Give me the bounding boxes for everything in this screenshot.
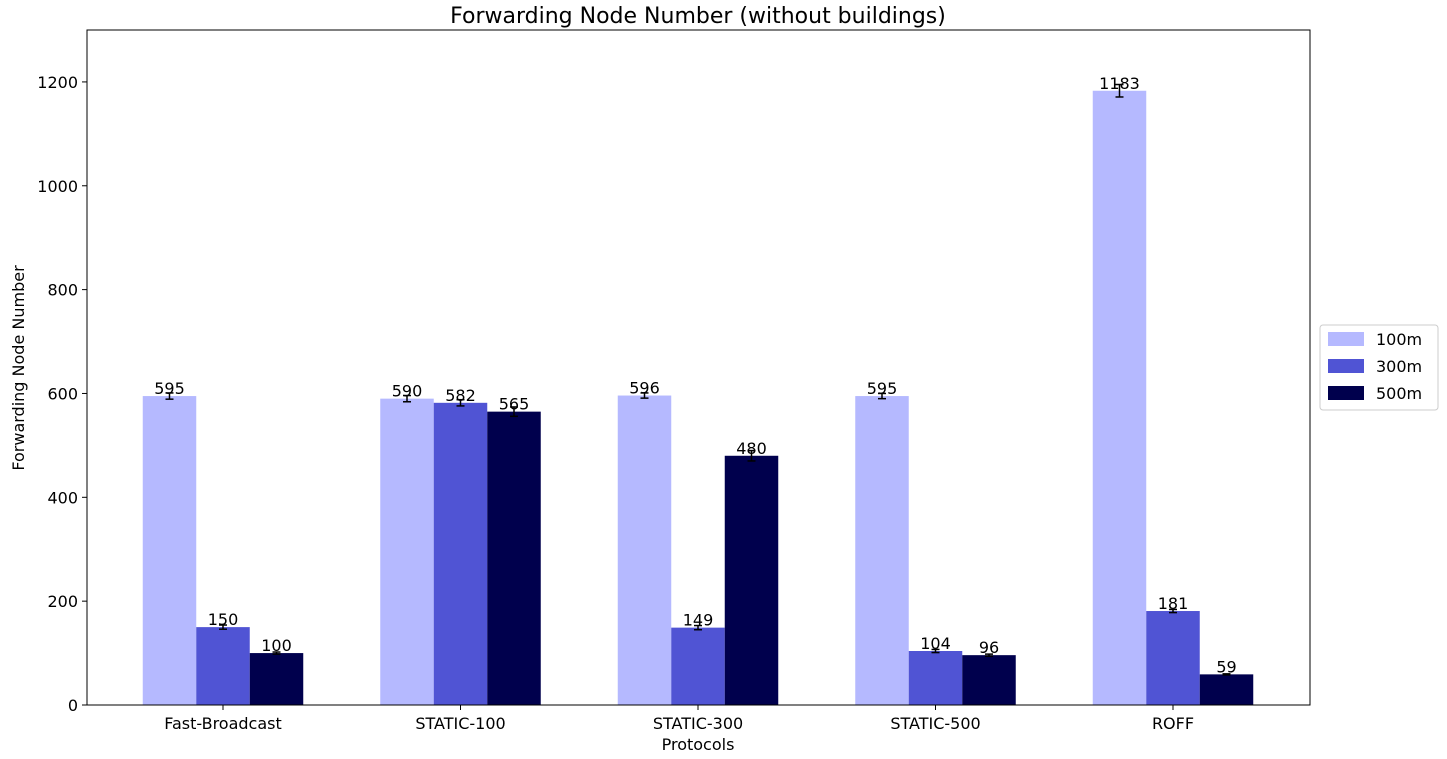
error-bar-100m-ROFF bbox=[1115, 83, 1124, 98]
legend-label: 300m bbox=[1376, 357, 1422, 376]
data-label-500m-STATIC-100: 565 bbox=[499, 395, 530, 414]
error-bar-300m-STATIC-500 bbox=[931, 648, 940, 654]
error-bar-300m-ROFF bbox=[1169, 608, 1177, 614]
data-label-100m-STATIC-100: 590 bbox=[392, 382, 423, 401]
bar-100m-STATIC-100 bbox=[380, 398, 434, 705]
error-bar-500m-Fast-Broadcast bbox=[272, 651, 281, 655]
data-label-500m-ROFF: 59 bbox=[1216, 657, 1236, 676]
data-label-100m-STATIC-500: 595 bbox=[867, 379, 898, 398]
bar-100m-ROFF bbox=[1092, 90, 1147, 705]
y-tick-label: 800 bbox=[47, 281, 78, 300]
legend-swatch bbox=[1328, 332, 1364, 346]
data-label-300m-STATIC-500: 104 bbox=[920, 634, 951, 653]
data-label-500m-STATIC-300: 480 bbox=[736, 439, 767, 458]
error-bar-300m-STATIC-300 bbox=[694, 624, 702, 631]
legend-swatch bbox=[1328, 386, 1364, 400]
error-bar-500m-STATIC-300 bbox=[747, 449, 756, 462]
x-axis-label: Protocols bbox=[662, 735, 735, 754]
y-tick-label: 400 bbox=[47, 488, 78, 507]
bar-500m-STATIC-100 bbox=[487, 411, 541, 705]
bar-500m-ROFF bbox=[1199, 674, 1254, 705]
data-label-100m-Fast-Broadcast: 595 bbox=[154, 379, 185, 398]
bar-100m-STATIC-500 bbox=[855, 396, 909, 705]
data-label-300m-Fast-Broadcast: 150 bbox=[208, 610, 239, 629]
y-tick-label: 1200 bbox=[37, 73, 78, 92]
legend: 100m 300m 500m bbox=[1319, 324, 1439, 411]
data-label-100m-STATIC-300: 596 bbox=[629, 379, 660, 398]
legend-item-500m: 500m bbox=[1328, 384, 1422, 403]
data-label-500m-Fast-Broadcast: 100 bbox=[261, 636, 292, 655]
bar-500m-Fast-Broadcast bbox=[249, 653, 304, 705]
data-label-500m-STATIC-500: 96 bbox=[979, 638, 999, 657]
data-label-300m-STATIC-300: 149 bbox=[683, 611, 714, 630]
x-tick-label: STATIC-100 bbox=[415, 714, 505, 733]
bar-300m-Fast-Broadcast bbox=[196, 627, 250, 705]
legend-item-300m: 300m bbox=[1328, 357, 1422, 376]
y-axis-label: Forwarding Node Number bbox=[9, 265, 28, 471]
error-bar-100m-STATIC-500 bbox=[878, 392, 886, 400]
data-label-300m-STATIC-100: 582 bbox=[445, 386, 476, 405]
error-bar-100m-STATIC-300 bbox=[640, 392, 649, 399]
y-axis-ticks: 0 200 400 600 800 1000 1200 bbox=[37, 73, 87, 715]
bar-100m-Fast-Broadcast bbox=[142, 396, 197, 705]
x-tick-label: STATIC-500 bbox=[890, 714, 980, 733]
x-tick-label: Fast-Broadcast bbox=[164, 714, 282, 733]
legend-swatch bbox=[1328, 359, 1364, 373]
bar-300m-STATIC-300 bbox=[671, 627, 725, 705]
error-bar-100m-Fast-Broadcast bbox=[165, 392, 174, 400]
error-bars-group bbox=[165, 83, 1231, 676]
x-tick-label: STATIC-300 bbox=[653, 714, 743, 733]
legend-label: 500m bbox=[1376, 384, 1422, 403]
legend-item-100m: 100m bbox=[1328, 330, 1422, 349]
bar-300m-STATIC-500 bbox=[908, 651, 963, 705]
error-bar-500m-STATIC-100 bbox=[510, 406, 518, 418]
x-tick-label: ROFF bbox=[1152, 714, 1194, 733]
bar-500m-STATIC-300 bbox=[724, 455, 779, 705]
y-tick-label: 600 bbox=[47, 384, 78, 403]
bars-group bbox=[142, 90, 1254, 705]
error-bar-300m-Fast-Broadcast bbox=[219, 624, 227, 630]
y-tick-label: 1000 bbox=[37, 177, 78, 196]
error-bar-100m-STATIC-100 bbox=[403, 394, 411, 403]
y-tick-label: 200 bbox=[47, 592, 78, 611]
bar-100m-STATIC-300 bbox=[617, 395, 672, 705]
data-labels-group: 595 150 100 590 582 565 596 149 480 595 104 96 1183 1… bbox=[154, 74, 1236, 677]
x-axis-ticks: Fast-Broadcast STATIC-100 STATIC-300 STATIC… bbox=[164, 705, 1194, 733]
error-bar-300m-STATIC-100 bbox=[456, 398, 465, 407]
legend-label: 100m bbox=[1376, 330, 1422, 349]
chart-title: Forwarding Node Number (without building… bbox=[450, 4, 946, 29]
y-tick-label: 0 bbox=[68, 696, 78, 715]
bar-300m-STATIC-100 bbox=[433, 402, 488, 705]
bar-500m-STATIC-500 bbox=[962, 655, 1016, 705]
bar-300m-ROFF bbox=[1146, 611, 1200, 705]
error-bar-500m-ROFF bbox=[1222, 673, 1231, 676]
data-label-100m-ROFF: 1183 bbox=[1099, 74, 1140, 93]
error-bar-500m-STATIC-500 bbox=[985, 653, 993, 657]
data-label-300m-ROFF: 181 bbox=[1158, 594, 1189, 613]
